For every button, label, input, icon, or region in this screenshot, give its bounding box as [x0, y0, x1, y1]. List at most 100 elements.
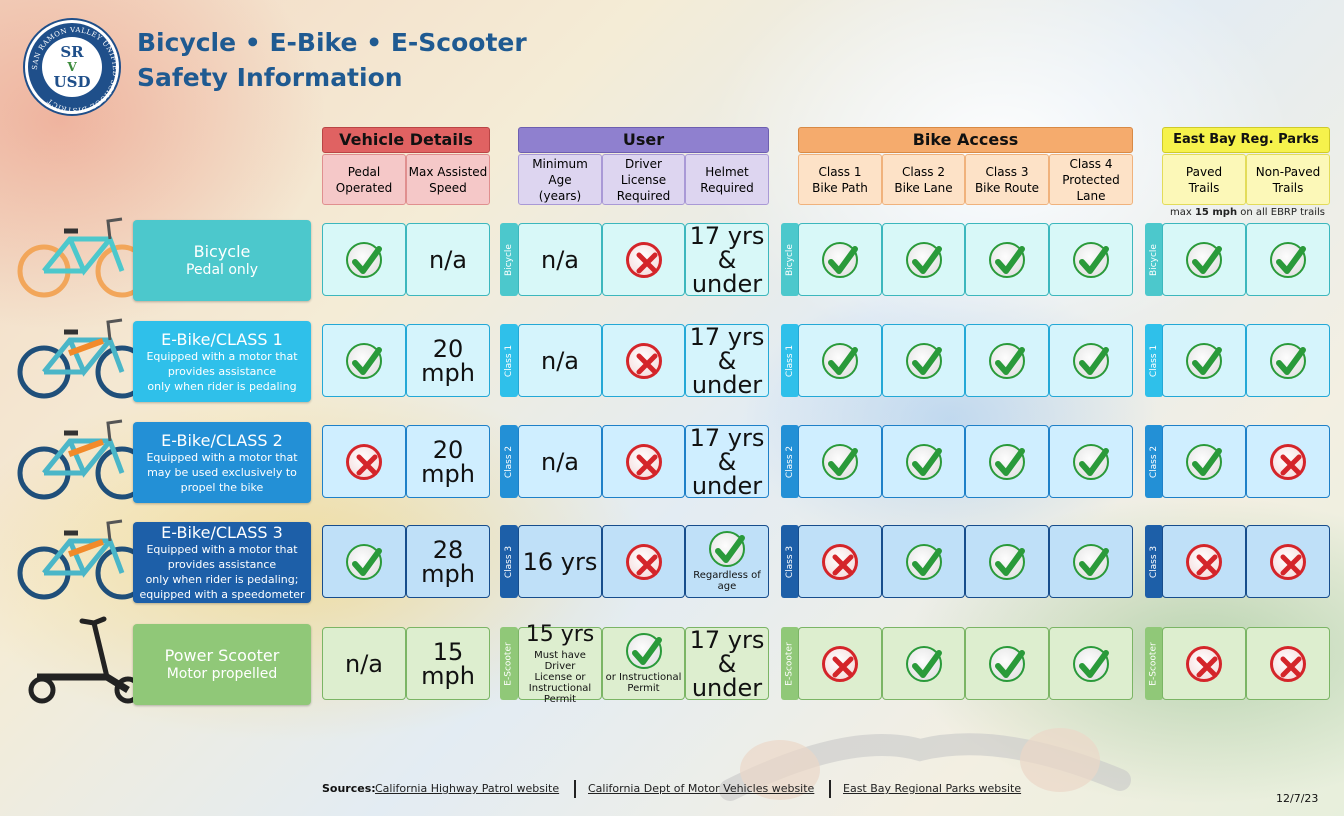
cell-license — [602, 425, 685, 498]
subhead-class3: Class 3 Bike Route — [965, 154, 1049, 205]
row-class-tag: Bicycle — [1145, 223, 1163, 296]
cell-value: 16 yrs — [522, 547, 598, 576]
check-icon — [1186, 443, 1222, 480]
row-description: Motor propelled — [166, 666, 278, 682]
row-class-tag-text: E-Scooter — [785, 641, 795, 686]
cell-c4 — [1049, 425, 1133, 498]
cell-speed: 20 mph — [406, 324, 490, 397]
check-icon — [905, 645, 942, 682]
date-stamp: 12/7/23 — [1276, 792, 1319, 805]
row-class-tag-text: Class 3 — [1149, 545, 1160, 578]
subhead-class2: Class 2 Bike Lane — [882, 154, 965, 205]
x-icon — [1270, 443, 1306, 480]
cell-pedal — [322, 425, 406, 498]
cell-speed: 20 mph — [406, 425, 490, 498]
subhead-pedal: Pedal Operated — [322, 154, 406, 205]
scooter-illustration — [12, 615, 152, 705]
subhead-speed: Max Assisted Speed — [406, 154, 490, 205]
row-class-tag: E-Scooter — [1145, 627, 1163, 700]
row-class-tag-text: Class 1 — [504, 344, 515, 377]
cell-value: 17 yrs & under — [689, 221, 765, 298]
row-class-tag-text: Class 3 — [504, 545, 515, 578]
ebrp-link[interactable]: East Bay Regional Parks website — [843, 782, 1022, 795]
cell-value: n/a — [344, 649, 383, 678]
cell-c1 — [798, 324, 882, 397]
bicycle-illustration — [12, 513, 152, 603]
footer-separator — [574, 780, 576, 798]
check-icon — [905, 241, 942, 278]
cell-helmet: 17 yrs & under — [685, 324, 769, 397]
group-header-parks: East Bay Reg. Parks Trails — [1162, 127, 1330, 171]
cell-value: n/a — [540, 447, 579, 476]
row-class-tag: Class 2 — [1145, 425, 1163, 498]
row-description: Equipped with a motor that may be used e… — [146, 450, 298, 494]
check-icon — [1073, 443, 1109, 480]
check-icon — [989, 443, 1025, 480]
cell-age: 15 yrs Must have Driver License or Instru… — [518, 622, 602, 705]
x-icon — [625, 543, 662, 580]
cell-paved — [1162, 425, 1246, 498]
x-icon — [1186, 543, 1222, 580]
check-icon — [1186, 342, 1222, 379]
x-icon — [346, 443, 382, 480]
check-icon — [1073, 241, 1109, 278]
check-icon — [905, 443, 942, 480]
cell-license — [602, 324, 685, 397]
row-class-tag: Class 2 — [500, 425, 518, 498]
row-class-tag: Class 1 — [1145, 324, 1163, 397]
row-class-tag-text: Class 2 — [504, 445, 515, 478]
cell-pedal: n/a — [322, 627, 406, 700]
cell-c2 — [882, 324, 965, 397]
cell-c4 — [1049, 223, 1133, 296]
sources-label: Sources: — [322, 782, 376, 795]
cell-paved — [1162, 223, 1246, 296]
page-title: Bicycle • E-Bike • E-Scooter — [137, 28, 527, 57]
cell-value: 17 yrs & under — [689, 625, 765, 702]
check-icon — [822, 443, 858, 480]
cell-helmet: 17 yrs & under — [685, 627, 769, 700]
cell-nonpaved — [1246, 425, 1330, 498]
logo-text-v: V — [67, 59, 77, 74]
group-header-user: User — [518, 127, 769, 153]
cell-c3 — [965, 324, 1049, 397]
cell-c1 — [798, 425, 882, 498]
row-class-tag-text: E-Scooter — [504, 641, 514, 686]
cell-helmet: 17 yrs & under — [685, 425, 769, 498]
cell-value: 17 yrs & under — [689, 423, 765, 500]
check-icon — [1186, 241, 1222, 278]
dmv-link[interactable]: California Dept of Motor Vehicles websit… — [588, 782, 815, 795]
check-icon — [1073, 645, 1109, 682]
parks-note-suffix: on all EBRP trails — [1237, 207, 1326, 218]
row-class-tag-text: Bicycle — [504, 243, 514, 276]
row-class-tag-text: Bicycle — [785, 243, 795, 276]
cell-value: 17 yrs & under — [689, 322, 765, 399]
row-title: Bicycle — [193, 242, 251, 261]
check-icon — [989, 645, 1025, 682]
cell-paved — [1162, 525, 1246, 598]
row-label-3: E-Bike/CLASS 2 Equipped with a motor that… — [133, 422, 311, 503]
cell-helmet: 17 yrs & under — [685, 223, 769, 296]
check-icon — [989, 241, 1025, 278]
handlebar-illustration — [719, 728, 1131, 801]
check-icon — [822, 241, 858, 278]
cell-c2 — [882, 525, 965, 598]
row-class-tag-text: Class 3 — [785, 545, 796, 578]
row-class-tag: Class 1 — [500, 324, 518, 397]
check-icon — [989, 342, 1025, 379]
parks-note-prefix: max — [1170, 207, 1195, 218]
cell-nonpaved — [1246, 525, 1330, 598]
logo-text-sr: SR — [60, 42, 84, 61]
x-icon — [625, 342, 662, 379]
subhead-age: Minimum Age (years) — [518, 154, 602, 205]
cell-age: n/a — [518, 223, 602, 296]
chp-link[interactable]: California Highway Patrol website — [375, 782, 560, 795]
row-class-tag-text: E-Scooter — [1149, 641, 1159, 686]
page-subtitle: Safety Information — [137, 63, 403, 92]
cell-pedal — [322, 525, 406, 598]
row-description: Equipped with a motor that provides assi… — [139, 543, 305, 601]
cell-speed: 28 mph — [406, 525, 490, 598]
cell-license — [602, 525, 685, 598]
check-icon — [346, 241, 382, 278]
cell-c4 — [1049, 525, 1133, 598]
row-class-tag-text: Bicycle — [1149, 243, 1159, 276]
